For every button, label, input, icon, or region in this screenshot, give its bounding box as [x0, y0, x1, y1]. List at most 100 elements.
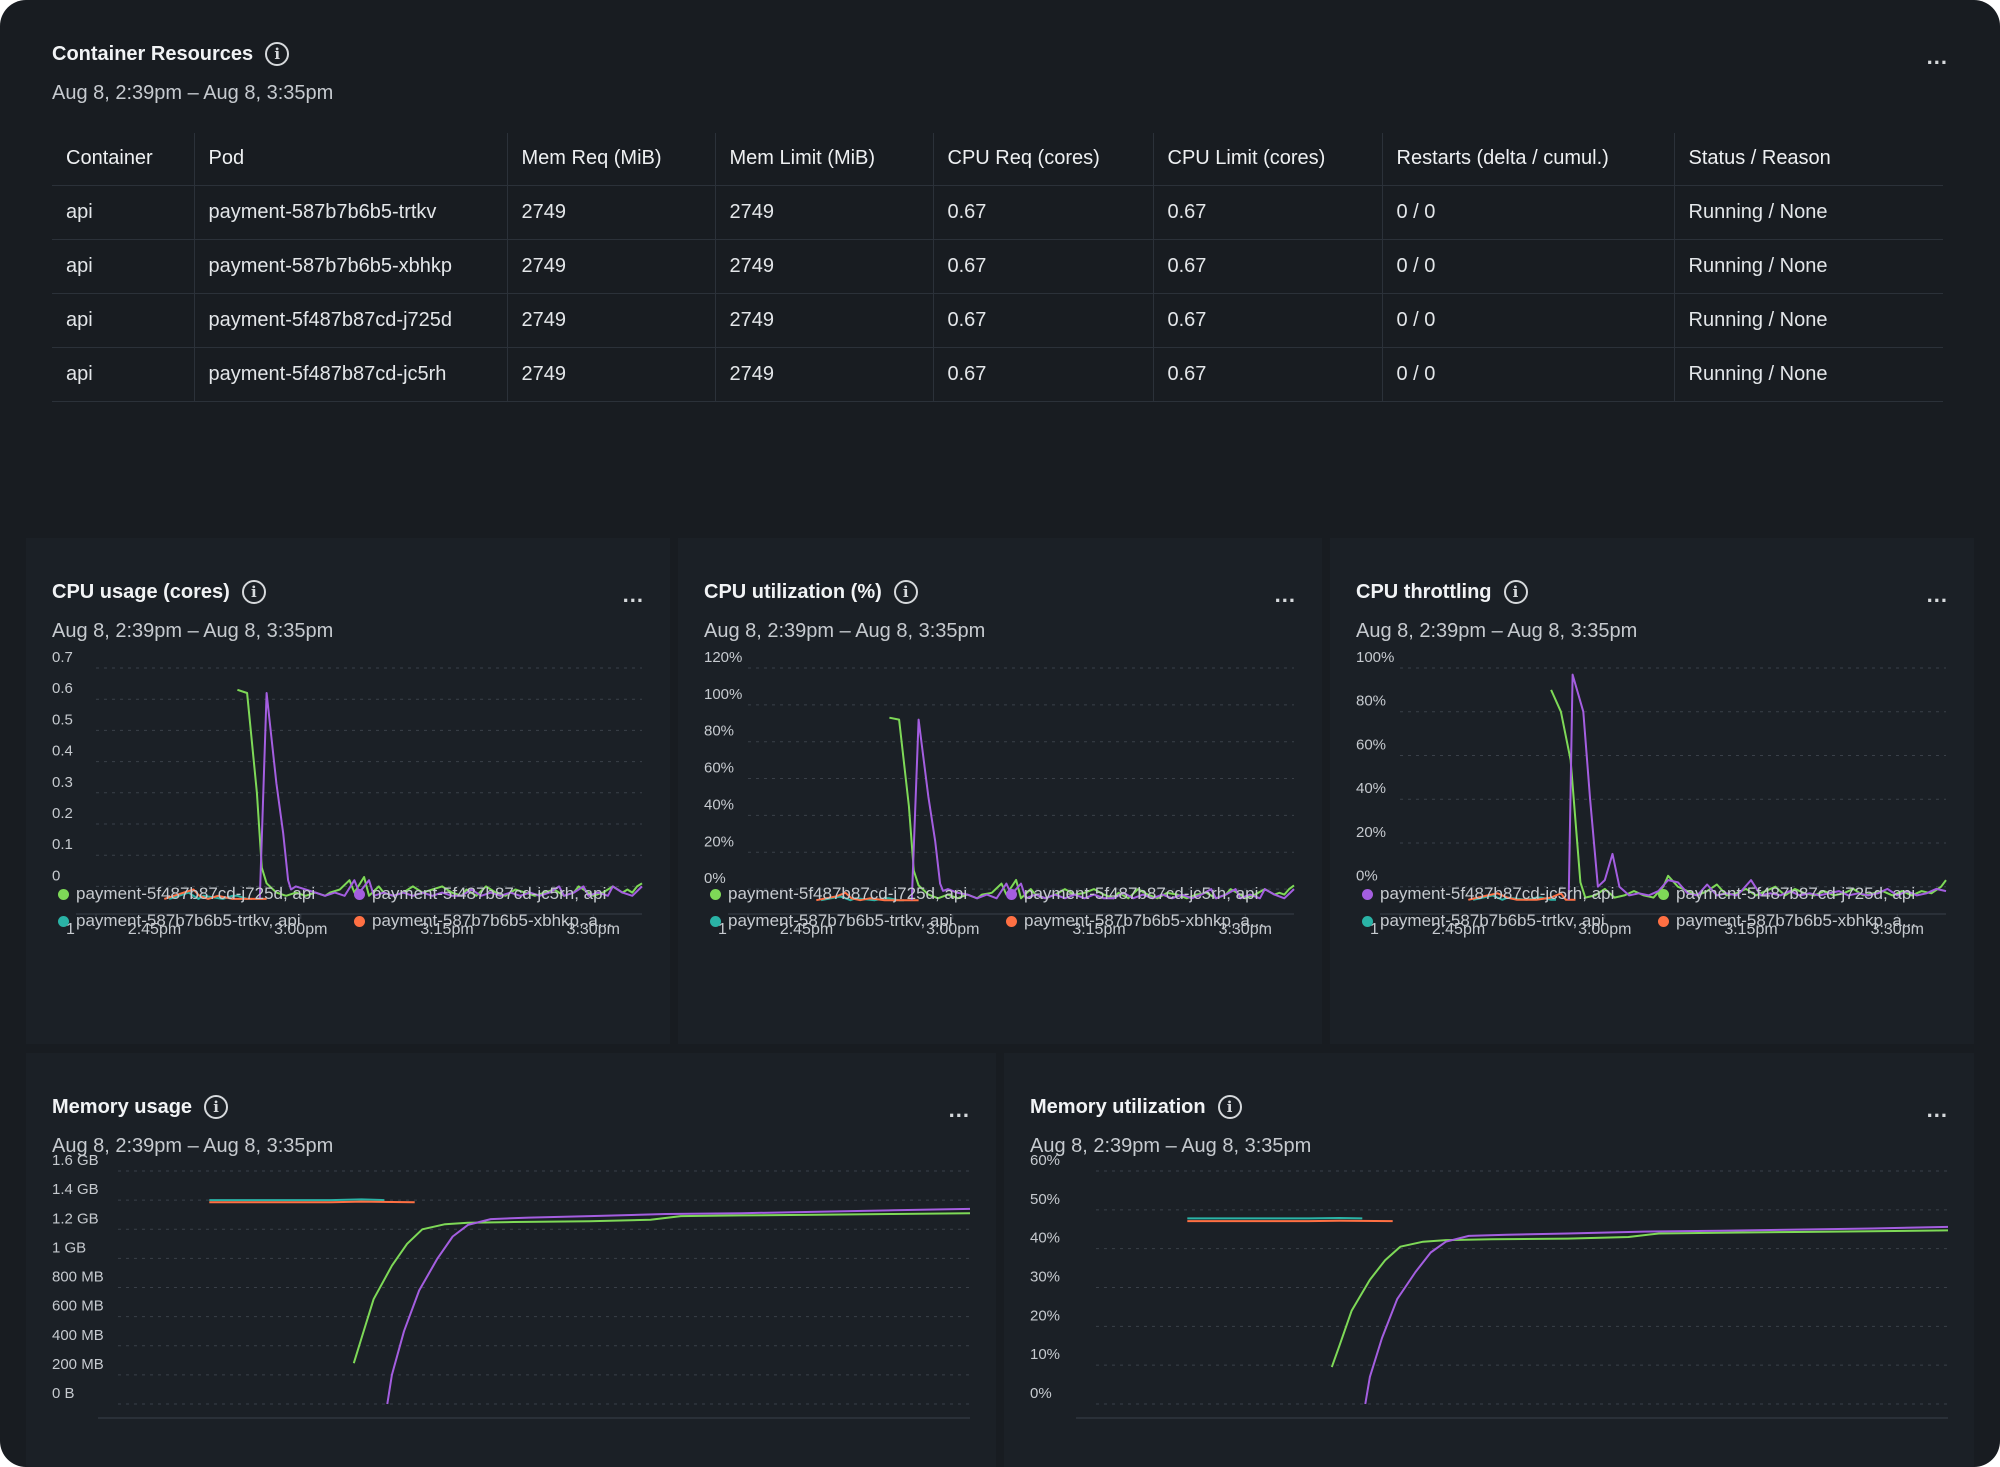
legend-dot-icon	[710, 915, 721, 927]
series-line[interactable]	[163, 888, 267, 900]
legend-item[interactable]: payment-5f487b87cd-jc5rh, api	[1362, 884, 1658, 904]
cpu-throttling-chart[interactable]: 0% 20% 40% 60% 80% 100% 1 2:45pm 3:00pm 3:15pm 3:3…	[1330, 538, 1974, 938]
info-icon[interactable]: i	[204, 1095, 229, 1119]
legend-item[interactable]: payment-587b7b6b5-trtkv, api	[710, 911, 1006, 931]
info-icon[interactable]: i	[265, 42, 290, 66]
x-tick-label: 3:00pm	[274, 921, 327, 938]
column-header[interactable]: Restarts (delta / cumul.)	[1381, 133, 1674, 186]
column-header[interactable]: Status / Reason	[1673, 133, 1943, 186]
series-line[interactable]	[258, 692, 643, 899]
table-cell: 0 / 0	[1381, 347, 1674, 402]
legend-label: payment-587b7b6b5-xbhkp, a...	[372, 911, 613, 930]
legend-item[interactable]: payment-5f487b87cd-jc5rh, api	[1006, 884, 1306, 904]
panel-menu-button[interactable]: ...	[948, 1097, 970, 1122]
legend-dot-icon	[58, 915, 69, 927]
panel-menu-button[interactable]: ...	[1926, 44, 1948, 69]
column-header[interactable]: Mem Req (MiB)	[506, 133, 715, 186]
info-icon[interactable]: i	[893, 580, 918, 604]
series-line[interactable]	[910, 718, 1295, 901]
legend-dot-icon	[1006, 888, 1017, 900]
legend-item[interactable]: payment-587b7b6b5-xbhkp, a...	[354, 911, 654, 931]
legend-dot-icon	[1362, 915, 1373, 927]
y-tick-label: 100%	[704, 686, 742, 703]
table-row[interactable]: api payment-587b7b6b5-trtkv 2749 2749 0.67 0.…	[52, 185, 1943, 240]
series-line[interactable]	[889, 716, 1295, 900]
y-tick-label: 0.3	[52, 774, 73, 791]
legend-item[interactable]: payment-5f487b87cd-j725d, api	[1658, 884, 1958, 904]
cpu-utilization-chart[interactable]: 0% 20% 40% 60% 80% 100% 120% 1 2:45pm 3:00pm 3:15p…	[678, 538, 1322, 938]
table-cell: 2749	[506, 185, 715, 240]
table-row[interactable]: api payment-5f487b87cd-j725d 2749 2749 0.67 0…	[52, 293, 1943, 348]
legend-item[interactable]: payment-5f487b87cd-j725d, api	[58, 884, 354, 904]
series-line[interactable]	[386, 1207, 971, 1405]
panel-menu-button[interactable]: ...	[1274, 582, 1296, 607]
panel-title-text: CPU utilization (%)	[704, 580, 882, 603]
table-row[interactable]: api payment-5f487b87cd-jc5rh 2749 2749 0.67 0…	[52, 347, 1943, 402]
y-tick-label: 200 MB	[52, 1356, 104, 1373]
y-tick-label: 1.6 GB	[52, 1152, 99, 1169]
series-line[interactable]	[1364, 1225, 1949, 1405]
x-tick-label: 3:15pm	[1072, 921, 1125, 938]
legend-label: payment-5f487b87cd-j725d, api	[1676, 884, 1916, 903]
y-tick-label: 1.4 GB	[52, 1181, 99, 1198]
legend-item[interactable]: payment-5f487b87cd-j725d, api	[710, 884, 1006, 904]
y-tick-label: 60%	[1030, 1152, 1060, 1169]
legend-item[interactable]: payment-587b7b6b5-xbhkp, a...	[1006, 911, 1306, 931]
table-cell: Running / None	[1673, 185, 1943, 240]
legend-item[interactable]: payment-587b7b6b5-trtkv, api	[1362, 911, 1658, 931]
series-line[interactable]	[168, 891, 252, 900]
panel-menu-button[interactable]: ...	[1926, 1097, 1948, 1122]
y-tick-label: 20%	[704, 833, 734, 850]
info-icon[interactable]: i	[241, 580, 266, 604]
series-line[interactable]	[1330, 1229, 1949, 1368]
series-line[interactable]	[1567, 673, 1947, 900]
legend-label: payment-587b7b6b5-xbhkp, a...	[1676, 911, 1917, 930]
legend-dot-icon	[58, 888, 69, 900]
panel-title-text: CPU usage (cores)	[52, 580, 230, 603]
panel-title-text: Memory usage	[52, 1095, 193, 1118]
y-tick-label: 60%	[1356, 736, 1386, 753]
table-cell: 0.67	[932, 293, 1153, 348]
panel-title: CPU utilization (%) i	[704, 580, 918, 604]
panel-menu-button[interactable]: ...	[622, 582, 644, 607]
y-tick-label: 0.1	[52, 836, 73, 853]
legend-item[interactable]: payment-587b7b6b5-trtkv, api	[58, 911, 354, 931]
series-line[interactable]	[816, 891, 919, 902]
table-row[interactable]: api payment-587b7b6b5-xbhkp 2749 2749 0.67 0.…	[52, 239, 1943, 294]
info-icon[interactable]: i	[1217, 1095, 1242, 1119]
series-line[interactable]	[237, 688, 643, 897]
legend-dot-icon	[1658, 915, 1669, 927]
memory-usage-chart[interactable]: 0 B 200 MB 400 MB 600 MB 800 MB 1 GB 1.2 GB 1.4…	[26, 1053, 996, 1467]
series-line[interactable]	[209, 1200, 415, 1204]
column-header[interactable]: CPU Limit (cores)	[1152, 133, 1382, 186]
series-line[interactable]	[352, 1212, 971, 1364]
time-range: Aug 8, 2:39pm – Aug 8, 3:35pm	[52, 620, 334, 642]
cpu-throttling-panel: CPU throttling i Aug 8, 2:39pm – Aug 8, …	[1330, 538, 1974, 1044]
chart-legend: payment-5f487b87cd-j725d, api payment-5f4…	[710, 884, 1306, 931]
column-header[interactable]: Container	[52, 133, 194, 186]
memory-utilization-panel: Memory utilization i Aug 8, 2:39pm – Aug…	[1004, 1053, 1974, 1467]
panel-title: CPU usage (cores) i	[52, 580, 266, 604]
y-tick-label: 100%	[1356, 649, 1394, 666]
y-tick-label: 1 GB	[52, 1239, 86, 1256]
memory-utilization-chart[interactable]: 0% 10% 20% 30% 40% 50% 60%	[1004, 1053, 1974, 1467]
panel-menu-button[interactable]: ...	[1926, 582, 1948, 607]
cpu-usage-chart[interactable]: 0 0.1 0.2 0.3 0.4 0.5 0.6 0.7 1 2:45pm 3:00pm 3:15p…	[26, 538, 670, 938]
column-header[interactable]: Mem Limit (MiB)	[714, 133, 933, 186]
time-range: Aug 8, 2:39pm – Aug 8, 3:35pm	[52, 82, 334, 104]
legend-label: payment-587b7b6b5-trtkv, api	[76, 911, 301, 930]
column-header[interactable]: CPU Req (cores)	[932, 133, 1153, 186]
series-line[interactable]	[1468, 892, 1576, 901]
y-tick-label: 0 B	[52, 1385, 75, 1402]
table-header-row: Container Pod Mem Req (MiB) Mem Limit (MiB)…	[52, 133, 1943, 186]
y-tick-label: 20%	[1356, 824, 1386, 841]
info-icon[interactable]: i	[1503, 580, 1528, 604]
series-line[interactable]	[209, 1198, 385, 1202]
series-line[interactable]	[1550, 689, 1947, 899]
column-header[interactable]: Pod	[193, 133, 507, 186]
resources-table: Container Pod Mem Req (MiB) Mem Limit (MiB)…	[52, 133, 1943, 402]
legend-item[interactable]: payment-5f487b87cd-jc5rh, api	[354, 884, 654, 904]
legend-label: payment-587b7b6b5-trtkv, api	[728, 911, 953, 930]
legend-item[interactable]: payment-587b7b6b5-xbhkp, a...	[1658, 911, 1958, 931]
panel-title-text: Container Resources	[52, 42, 254, 65]
